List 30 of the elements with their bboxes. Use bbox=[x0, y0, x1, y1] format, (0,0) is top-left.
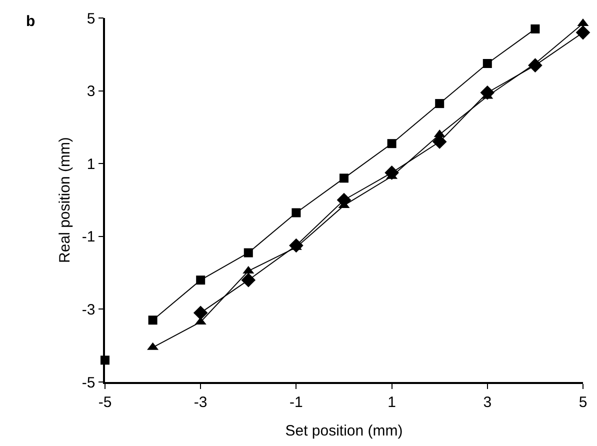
point bbox=[482, 59, 492, 68]
point bbox=[241, 272, 256, 288]
y-tick-label: -1 bbox=[82, 228, 96, 246]
point bbox=[193, 306, 208, 320]
point bbox=[340, 174, 348, 183]
point bbox=[480, 85, 495, 100]
x-tick-label: -3 bbox=[194, 394, 208, 411]
text: b bbox=[26, 13, 36, 30]
point bbox=[576, 25, 590, 40]
point bbox=[528, 58, 542, 72]
y-tick-label: -3 bbox=[82, 301, 96, 318]
point bbox=[292, 208, 301, 218]
point bbox=[196, 276, 206, 285]
y-tick-label: 3 bbox=[86, 83, 96, 100]
point bbox=[148, 316, 158, 325]
point bbox=[387, 139, 396, 148]
y-tick-label: 5 bbox=[86, 10, 96, 28]
x-tick-label: 1 bbox=[388, 394, 396, 411]
x-tick-label: 3 bbox=[483, 394, 492, 411]
y-tick-label: 1 bbox=[86, 156, 96, 173]
x-axis-title: Set position (mm) bbox=[285, 422, 403, 440]
x-tick-label: -5 bbox=[98, 394, 112, 411]
x-tick-label: -1 bbox=[290, 394, 303, 411]
point bbox=[530, 24, 540, 34]
point bbox=[244, 248, 253, 258]
point bbox=[435, 99, 444, 108]
x-tick-label: 5 bbox=[578, 394, 588, 411]
point bbox=[384, 166, 399, 180]
y-tick-label: -5 bbox=[82, 374, 96, 392]
y-axis-title: Real position (mm) bbox=[56, 137, 74, 263]
